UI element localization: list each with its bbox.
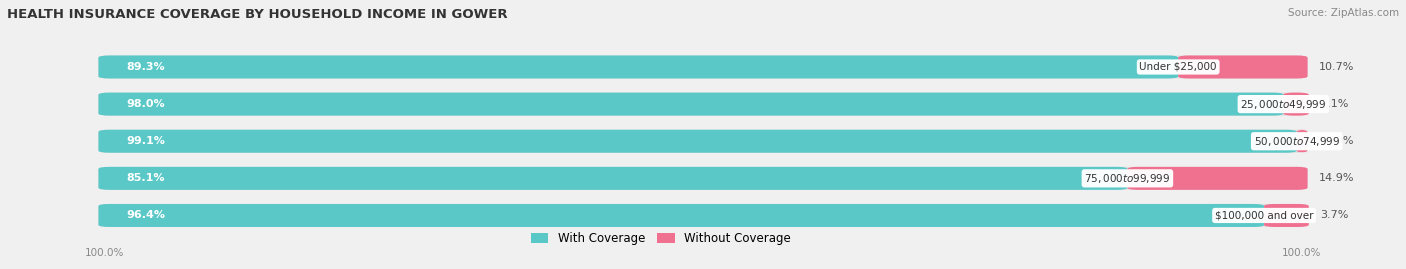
Text: Source: ZipAtlas.com: Source: ZipAtlas.com bbox=[1288, 8, 1399, 18]
Text: 100.0%: 100.0% bbox=[1282, 248, 1322, 258]
FancyBboxPatch shape bbox=[1264, 204, 1309, 227]
FancyBboxPatch shape bbox=[98, 167, 1308, 190]
Text: $100,000 and over: $100,000 and over bbox=[1215, 210, 1313, 221]
Text: 85.1%: 85.1% bbox=[127, 173, 165, 183]
Text: $75,000 to $99,999: $75,000 to $99,999 bbox=[1084, 172, 1171, 185]
FancyBboxPatch shape bbox=[98, 130, 1296, 153]
FancyBboxPatch shape bbox=[98, 93, 1308, 116]
Text: 99.1%: 99.1% bbox=[127, 136, 166, 146]
Text: 3.7%: 3.7% bbox=[1320, 210, 1348, 221]
Text: 98.0%: 98.0% bbox=[127, 99, 165, 109]
FancyBboxPatch shape bbox=[1128, 167, 1308, 190]
FancyBboxPatch shape bbox=[98, 204, 1308, 227]
FancyBboxPatch shape bbox=[98, 204, 1264, 227]
Text: 96.4%: 96.4% bbox=[127, 210, 166, 221]
FancyBboxPatch shape bbox=[98, 55, 1308, 79]
Text: 0.89%: 0.89% bbox=[1319, 136, 1354, 146]
Text: 10.7%: 10.7% bbox=[1319, 62, 1354, 72]
Text: Under $25,000: Under $25,000 bbox=[1139, 62, 1218, 72]
FancyBboxPatch shape bbox=[1284, 93, 1309, 116]
FancyBboxPatch shape bbox=[98, 55, 1178, 79]
Text: 89.3%: 89.3% bbox=[127, 62, 165, 72]
Text: $50,000 to $74,999: $50,000 to $74,999 bbox=[1254, 135, 1340, 148]
Legend: With Coverage, Without Coverage: With Coverage, Without Coverage bbox=[526, 227, 796, 250]
Text: $25,000 to $49,999: $25,000 to $49,999 bbox=[1240, 98, 1326, 111]
FancyBboxPatch shape bbox=[98, 130, 1308, 153]
FancyBboxPatch shape bbox=[98, 167, 1128, 190]
FancyBboxPatch shape bbox=[1296, 130, 1308, 153]
FancyBboxPatch shape bbox=[98, 93, 1284, 116]
Text: 14.9%: 14.9% bbox=[1319, 173, 1354, 183]
Text: 100.0%: 100.0% bbox=[84, 248, 124, 258]
Text: HEALTH INSURANCE COVERAGE BY HOUSEHOLD INCOME IN GOWER: HEALTH INSURANCE COVERAGE BY HOUSEHOLD I… bbox=[7, 8, 508, 21]
FancyBboxPatch shape bbox=[1178, 55, 1308, 79]
Text: 2.1%: 2.1% bbox=[1320, 99, 1348, 109]
